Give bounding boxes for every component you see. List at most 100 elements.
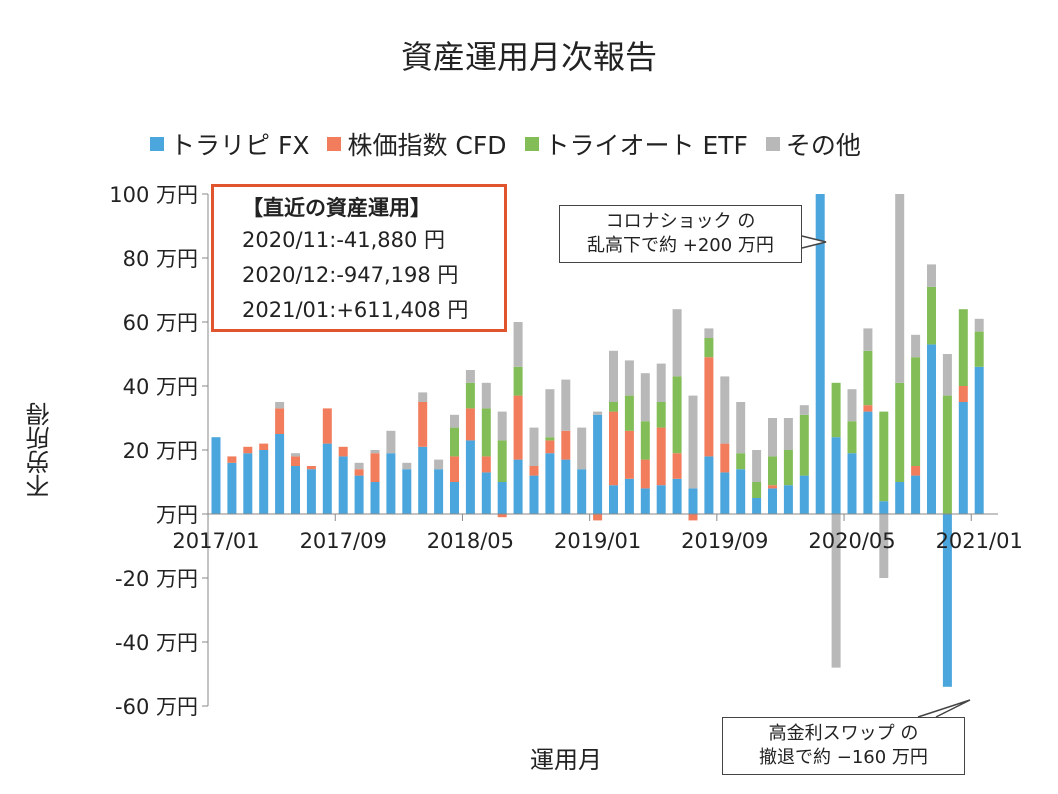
y-axis-label: 不労所得 — [26, 402, 54, 498]
bar-segment-fx — [322, 443, 332, 514]
y-tick-label: -60 万円 — [115, 695, 198, 719]
bar-segment-fx — [577, 469, 587, 514]
bar-segment-fx — [243, 453, 253, 514]
corona-callout-pointer — [801, 235, 827, 249]
bar-segment-etf — [879, 411, 889, 502]
bar-segment-fx — [386, 453, 396, 514]
bar-segment-etf — [911, 357, 921, 466]
bar-segment-etf — [831, 382, 841, 438]
bar-segment-other — [927, 264, 936, 287]
bar-segment-fx — [434, 469, 444, 514]
bar-segment-etf — [640, 421, 650, 460]
legend-item-cfd: 株価指数 CFD — [327, 126, 507, 162]
bar-segment-cfd — [450, 456, 459, 482]
bar-segment-other — [863, 328, 873, 351]
bar-segment-etf — [609, 402, 618, 412]
bar-segment-fx — [974, 366, 984, 514]
bar-segment-fx — [942, 514, 952, 687]
bar-segment-etf — [624, 395, 634, 431]
bar-segment-other — [942, 354, 952, 396]
bar-segment-other — [799, 405, 809, 415]
recent-result-line: 2020/12:-947,198 円 — [242, 263, 459, 287]
bar-segment-other — [847, 389, 857, 422]
bar-segment-other — [736, 402, 746, 454]
legend-label-cfd: 株価指数 CFD — [347, 131, 507, 160]
bar-segment-etf — [465, 382, 475, 409]
bar-segment-fx — [688, 488, 698, 514]
bar-segment-other — [752, 450, 762, 482]
bar-segment-cfd — [704, 357, 714, 457]
legend-label-other: その他 — [785, 131, 861, 160]
bar-segment-other — [434, 459, 444, 470]
bar-segment-other — [624, 360, 634, 396]
bar-segment-etf — [704, 338, 714, 358]
recent-results-heading: 【直近の資産運用】 — [242, 196, 431, 220]
bar-segment-etf — [863, 350, 873, 406]
bar-segment-fx — [704, 456, 714, 514]
recent-result-line: 2020/11:-41,880 円 — [242, 228, 446, 252]
bar-segment-cfd — [275, 408, 285, 434]
recent-results-box: 【直近の資産運用】 2020/11:-41,880 円 2020/12:-947… — [211, 184, 507, 332]
corona-callout-line: 乱高下で約 +200 万円 — [587, 235, 774, 256]
x-tick-label: 2018/05 — [427, 529, 514, 553]
bar-segment-fx — [593, 414, 603, 514]
bar-segment-other — [656, 363, 666, 402]
bar-segment-other — [545, 389, 555, 438]
bar-segment-fx — [609, 485, 618, 514]
bar-segment-other — [529, 427, 539, 466]
legend-item-fx: トラリピ FX — [150, 126, 309, 162]
legend-item-etf: トライオート ETF — [524, 126, 748, 162]
bar-segment-cfd — [624, 430, 634, 479]
bar-segment-fx — [640, 488, 650, 514]
bar-segment-etf — [783, 450, 793, 486]
bar-segment-other — [354, 462, 364, 470]
bar-segment-fx — [768, 488, 777, 514]
y-tick-label: 40 万円 — [123, 375, 198, 399]
bar-segment-other — [974, 318, 984, 332]
bar-segment-cfd — [545, 440, 555, 454]
bar-segment-fx — [306, 469, 316, 514]
bar-segment-other — [561, 379, 571, 431]
bar-segment-cfd — [465, 408, 475, 441]
bar-segment-fx — [513, 459, 523, 514]
x-tick-label: 2017/01 — [172, 529, 259, 553]
swap-callout: 高金利スワップ の 撤退で約 −160 万円 — [722, 717, 965, 775]
bar-segment-other — [879, 514, 889, 578]
bar-segment-fx — [895, 482, 905, 514]
bar-segment-other — [465, 370, 475, 383]
bar-segment-fx — [275, 434, 285, 514]
bar-segment-fx — [529, 475, 539, 514]
legend-swatch-other — [765, 137, 780, 151]
bar-segment-fx — [863, 411, 873, 514]
bar-segment-other — [688, 395, 698, 489]
bar-segment-etf — [974, 331, 984, 367]
bar-segment-cfd — [338, 446, 348, 457]
bar-segment-fx — [911, 475, 921, 514]
bar-segment-fx — [481, 472, 491, 514]
bar-segment-etf — [958, 309, 968, 386]
bar-segment-other — [497, 411, 507, 441]
corona-callout-line: コロナショック の — [605, 211, 756, 232]
bar-segment-fx — [799, 475, 809, 514]
bar-segment-other — [386, 430, 396, 454]
bar-segment-cfd — [688, 514, 698, 521]
y-tick-label: 80 万円 — [123, 247, 198, 271]
bar-segment-fx — [402, 469, 412, 514]
bar-segment-cfd — [291, 456, 300, 466]
y-tick-label: -40 万円 — [115, 631, 198, 655]
bar-segment-other — [418, 392, 428, 402]
chart-title: 資産運用月次報告 — [400, 38, 657, 76]
bar-segment-other — [577, 427, 587, 470]
y-tick-label: 20 万円 — [123, 439, 198, 463]
bar-segment-fx — [831, 437, 841, 514]
bar-segment-fx — [752, 498, 762, 514]
bar-segment-etf — [450, 427, 459, 457]
bar-segment-fx — [291, 466, 300, 514]
bar-segment-fx — [783, 485, 793, 514]
y-tick-label: 万円 — [156, 503, 198, 527]
bar-segment-fx — [545, 453, 555, 514]
bar-segment-cfd — [418, 402, 428, 447]
bar-segment-other — [275, 402, 285, 409]
bar-segment-fx — [656, 485, 666, 514]
bar-segment-etf — [895, 382, 905, 482]
